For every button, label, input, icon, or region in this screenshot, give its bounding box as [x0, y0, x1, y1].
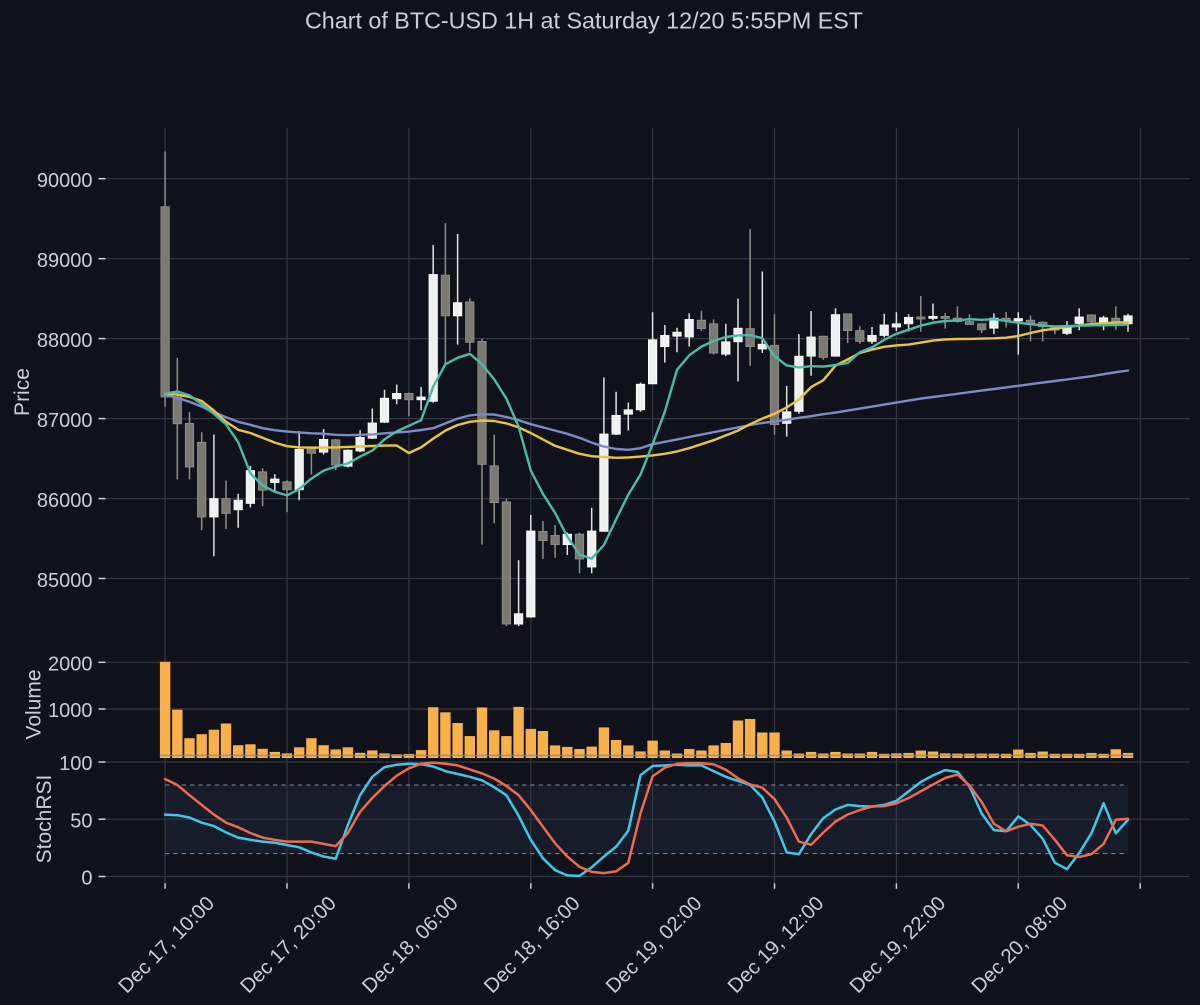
svg-text:StochRSI: StochRSI: [33, 775, 56, 864]
svg-text:Volume: Volume: [23, 669, 46, 739]
svg-text:86000: 86000: [37, 490, 93, 512]
svg-text:100: 100: [59, 753, 92, 775]
svg-text:2000: 2000: [48, 654, 93, 676]
svg-text:90000: 90000: [37, 170, 93, 192]
svg-text:88000: 88000: [37, 330, 93, 352]
svg-text:50: 50: [70, 810, 92, 832]
svg-text:85000: 85000: [37, 570, 93, 592]
svg-text:87000: 87000: [37, 410, 93, 432]
svg-text:89000: 89000: [37, 250, 93, 272]
svg-text:Price: Price: [11, 368, 34, 416]
svg-text:Chart of BTC-USD 1H at Saturda: Chart of BTC-USD 1H at Saturday 12/20 5:…: [305, 8, 863, 34]
svg-text:1000: 1000: [48, 700, 93, 722]
svg-text:0: 0: [81, 868, 92, 890]
